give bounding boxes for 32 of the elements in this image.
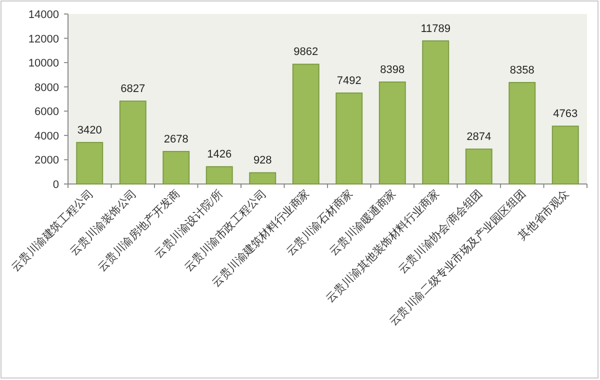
bar [378,82,406,184]
data-label: 2678 [164,133,188,146]
data-label: 8398 [380,64,405,76]
bar [206,166,233,184]
y-tick-label: 14000 [28,9,59,21]
bar [552,126,579,184]
bar [336,92,363,184]
data-label: 6827 [120,83,146,96]
data-label: 8358 [510,64,534,77]
bar [76,142,104,184]
bar [292,64,320,184]
bar [162,150,190,184]
data-label: 928 [253,154,272,167]
data-label: 9862 [294,46,318,58]
data-label: 2874 [466,131,492,144]
data-label: 4763 [553,108,578,120]
y-tick-label: 10000 [28,58,59,70]
y-tick-label: 12000 [28,33,59,46]
y-tick-label: 6000 [34,106,59,118]
y-tick-label: 8000 [34,82,59,94]
y-tick-label: 4000 [34,130,59,142]
data-label: 3420 [77,124,102,136]
data-label: 11789 [420,22,451,35]
data-label: 7492 [336,75,362,88]
bar [465,148,492,184]
bar [508,82,536,184]
data-label: 1426 [207,148,232,161]
bar [249,172,276,184]
bar [119,100,146,184]
y-tick-label: 2000 [34,154,59,167]
y-tick-label: 0 [52,179,59,191]
bar [422,40,450,184]
